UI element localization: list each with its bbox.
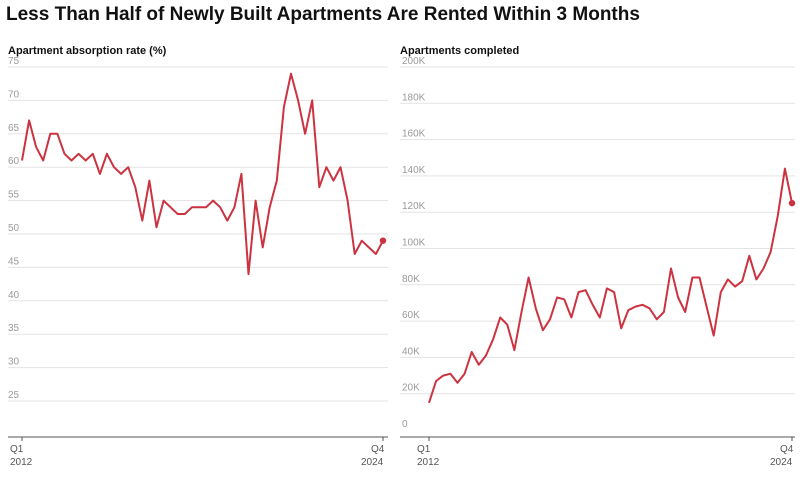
y-tick-label: 140K [402, 165, 426, 176]
y-tick-label: 30 [8, 357, 20, 368]
y-tick-label: 65 [8, 123, 20, 134]
absorption-rate-panel: Apartment absorption rate (%)75 70 65 60 55 5… [8, 45, 388, 468]
y-tick-label: 0 [402, 419, 408, 430]
y-tick-label: 55 [8, 190, 20, 201]
y-tick-label: 120K [402, 201, 426, 212]
last-point-marker [788, 199, 796, 207]
x-tick-label-start-quarter: Q1 [417, 444, 431, 455]
y-tick-label: 40 [8, 290, 20, 301]
y-tick-label: 40K [402, 346, 420, 357]
y-tick-label: 25 [8, 390, 20, 401]
y-tick-label: 60 [8, 156, 20, 167]
y-tick-label: 45 [8, 256, 20, 267]
x-tick-label-start-quarter: Q1 [10, 444, 24, 455]
x-tick-label-end-year: 2024 [770, 457, 793, 468]
y-axis-label: Apartments completed [400, 45, 519, 57]
series-line [21, 72, 384, 276]
x-tick-label-start-year: 2012 [10, 457, 33, 468]
x-tick-label-start-year: 2012 [417, 457, 440, 468]
y-axis-label: Apartment absorption rate (%) [8, 45, 167, 57]
y-tick-label: 50 [8, 223, 20, 234]
y-tick-label: 35 [8, 323, 20, 334]
y-tick-label: 70 [8, 89, 20, 100]
y-tick-label: 180K [402, 92, 426, 103]
y-tick-label: 160K [402, 129, 426, 140]
series-line [428, 167, 793, 404]
x-tick-label-end-quarter: Q4 [780, 444, 794, 455]
y-tick-label: 75 [8, 56, 20, 67]
chart-title: Less Than Half of Newly Built Apartments… [6, 4, 640, 25]
y-tick-label: 20K [402, 383, 420, 394]
y-tick-label: 60K [402, 310, 420, 321]
last-point-marker [379, 237, 387, 244]
x-tick-label-end-year: 2024 [361, 457, 384, 468]
y-tick-label: 80K [402, 274, 420, 285]
x-tick-label-end-quarter: Q4 [371, 444, 385, 455]
y-tick-label: 200K [402, 56, 426, 67]
y-tick-label: 100K [402, 238, 426, 249]
